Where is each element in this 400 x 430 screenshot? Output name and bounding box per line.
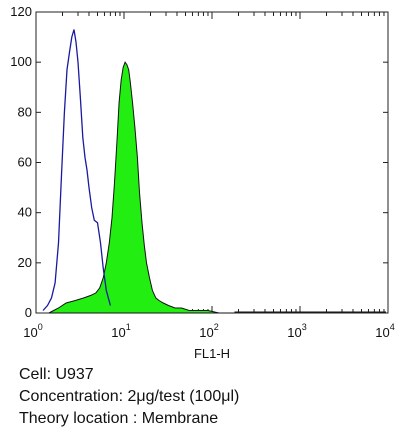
x-tick-exponent: 3 (302, 322, 307, 332)
x-tick-label: 102 (199, 322, 218, 340)
y-tick-label: 60 (18, 155, 32, 170)
caption-theory-location: Theory location : Membrane (19, 410, 219, 427)
x-tick-label: 101 (111, 322, 130, 340)
x-tick-exponent: 0 (38, 322, 43, 332)
series-filled-histogram (48, 61, 235, 314)
x-axis-title: FL1-H (194, 346, 230, 361)
x-tick-exponent: 4 (390, 322, 395, 332)
y-tick-label: 20 (18, 255, 32, 270)
y-tick-label: 80 (18, 104, 32, 119)
x-tick-exponent: 2 (214, 322, 219, 332)
x-tick-exponent: 1 (126, 322, 131, 332)
y-tick-label: 0 (25, 305, 32, 320)
plot-frame (35, 11, 389, 314)
caption-concentration: Concentration: 2μg/test (100μl) (19, 388, 240, 405)
series-outline-histogram (42, 29, 112, 311)
y-axis: 0 20 40 60 80 100 120 (10, 4, 388, 320)
series-layer (42, 29, 386, 314)
y-tick-label: 40 (18, 205, 32, 220)
y-tick-label: 120 (10, 4, 32, 19)
x-tick-label: 103 (287, 322, 306, 340)
x-tick-label: 104 (375, 322, 394, 340)
x-tick-label: 100 (23, 322, 42, 340)
caption-cell: Cell: U937 (19, 366, 94, 383)
y-tick-label: 100 (10, 54, 32, 69)
